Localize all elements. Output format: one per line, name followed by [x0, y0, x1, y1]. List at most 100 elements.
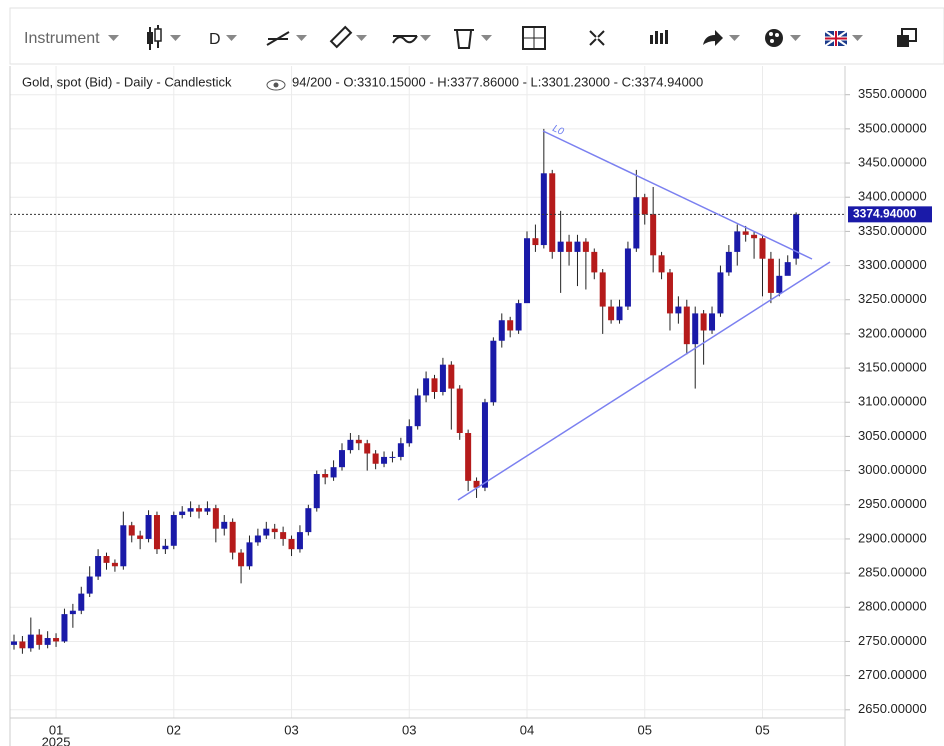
eye-icon[interactable] — [266, 79, 286, 91]
candle-body — [666, 272, 673, 314]
candle-body — [69, 610, 76, 615]
y-tick-label: 2900.00000 — [858, 530, 927, 545]
toolbar-bg — [9, 7, 944, 65]
candle-body — [481, 402, 488, 488]
candle-body — [229, 521, 236, 553]
candle-body — [162, 545, 169, 550]
candle-body — [414, 395, 421, 427]
dropdown[interactable] — [108, 35, 119, 41]
y-tick-label: 2850.00000 — [858, 565, 927, 580]
candle-body — [406, 426, 413, 444]
candle-body — [187, 508, 194, 512]
candle-body — [532, 238, 539, 246]
candle-body — [658, 255, 665, 273]
candle-body — [599, 272, 606, 307]
candle-body — [137, 535, 144, 539]
candle-body — [111, 562, 118, 567]
candle-body — [246, 542, 253, 567]
candle-body — [524, 238, 531, 304]
instrument-selector[interactable]: Instrument — [24, 30, 100, 47]
candle-body — [36, 634, 43, 645]
candle-body — [675, 306, 682, 314]
candle-body — [616, 306, 623, 321]
y-tick-label: 3150.00000 — [858, 360, 927, 375]
candle-body — [364, 443, 371, 454]
y-tick-label: 2750.00000 — [858, 633, 927, 648]
last-price-label: 3374.94000 — [853, 207, 917, 221]
ruler-tool[interactable] — [329, 25, 367, 49]
candle-body — [347, 439, 354, 451]
candle-body — [767, 258, 774, 293]
candle-body — [465, 433, 472, 481]
y-tick-label: 3250.00000 — [858, 291, 927, 306]
y-tick-label: 3050.00000 — [858, 428, 927, 443]
x-tick-label: 03 — [402, 722, 416, 737]
x-tick-label: 01 — [49, 722, 63, 737]
candle-body — [624, 248, 631, 307]
y-tick-label: 3450.00000 — [858, 154, 927, 169]
y-tick-label: 3550.00000 — [858, 86, 927, 101]
y-tick-label: 3400.00000 — [858, 189, 927, 204]
candle-body — [120, 525, 127, 567]
candle-body — [397, 443, 404, 457]
y-tick-label: 2800.00000 — [858, 599, 927, 614]
y-tick-label: 3000.00000 — [858, 462, 927, 477]
delete-tool[interactable] — [454, 29, 492, 49]
y-tick-label: 2650.00000 — [858, 701, 927, 716]
candle-body — [221, 521, 228, 529]
trendline-lower[interactable] — [457, 261, 831, 501]
candle-body — [170, 515, 177, 546]
line-tool[interactable] — [266, 31, 307, 46]
share-button[interactable] — [703, 30, 740, 46]
indicator-tool[interactable] — [392, 35, 431, 44]
candle-body — [574, 241, 581, 252]
candle-body — [103, 556, 110, 563]
trendline-upper[interactable] — [542, 130, 813, 260]
chart-type-button[interactable] — [147, 25, 181, 50]
candle-body — [288, 538, 295, 550]
candle-body — [540, 173, 547, 246]
y-tick-label: 3500.00000 — [858, 120, 927, 135]
volume-button[interactable] — [650, 30, 668, 44]
candle-body — [204, 508, 211, 512]
candle-body — [212, 508, 219, 529]
candle-body — [692, 313, 699, 345]
candle-body — [793, 214, 800, 259]
x-tick-label: 02 — [167, 722, 181, 737]
x-tick-label: 04 — [520, 722, 534, 737]
candle-body — [709, 313, 716, 331]
candle-body — [776, 275, 783, 293]
candle-body — [742, 231, 749, 235]
theme-button[interactable] — [765, 29, 801, 47]
crosshair-tool[interactable] — [522, 26, 546, 50]
x-tick-label: 05 — [638, 722, 652, 737]
candle-body — [734, 231, 741, 252]
dropdown[interactable] — [226, 35, 237, 41]
period-selector[interactable]: D — [209, 31, 221, 48]
language-button[interactable] — [824, 30, 863, 47]
candle-body — [78, 593, 85, 611]
candle-body — [751, 234, 758, 239]
candle-body — [355, 439, 362, 444]
chart-title: Gold, spot (Bid) - Daily - Candlestick — [22, 74, 232, 89]
candle-body — [641, 197, 648, 215]
candle-body — [322, 474, 329, 478]
candle-body — [196, 508, 203, 512]
candle-body — [515, 303, 522, 331]
candle-body — [280, 532, 287, 539]
candle-body — [456, 388, 463, 434]
popout-button[interactable] — [897, 28, 917, 47]
candle-body — [305, 508, 312, 533]
candle-body — [153, 515, 160, 550]
candle-body — [633, 197, 640, 249]
candle-body — [61, 614, 68, 642]
candle-body — [431, 378, 438, 392]
candle-body — [549, 173, 556, 252]
candle-body — [338, 450, 345, 468]
fullscreen-button[interactable] — [589, 30, 605, 46]
candle-body — [128, 525, 135, 536]
candle-body — [473, 480, 480, 488]
candle-body — [566, 241, 573, 252]
candle-body — [86, 576, 93, 594]
